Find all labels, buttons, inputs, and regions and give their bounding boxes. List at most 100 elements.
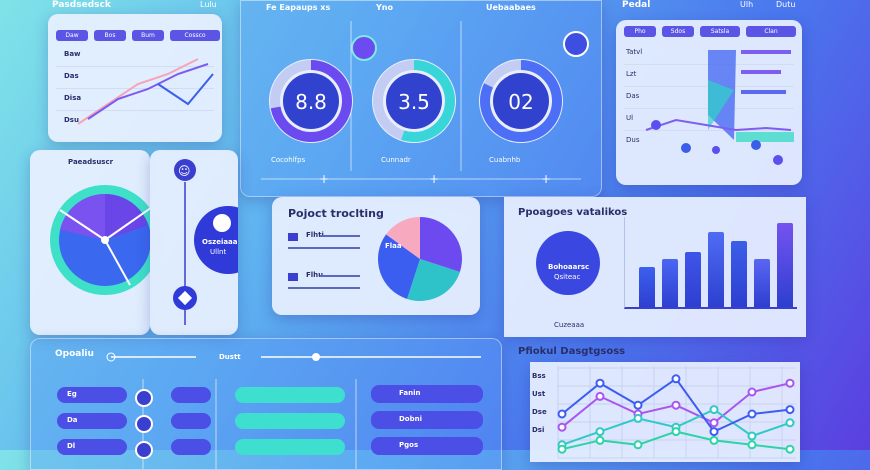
- pie-slice: [386, 217, 420, 259]
- line-point: [747, 387, 757, 397]
- left-table-col-3[interactable]: Bum: [132, 30, 164, 41]
- line-point: [633, 413, 643, 423]
- control-left-pill-2[interactable]: Da: [57, 413, 127, 429]
- right-table-col-2[interactable]: Sdos: [662, 26, 694, 37]
- line-point: [785, 418, 795, 428]
- kpi-value-1: 8.8: [295, 90, 327, 114]
- table-row[interactable]: Ul: [624, 108, 794, 131]
- pie-label: Flaa: [385, 242, 402, 250]
- kpi-label-2: Cunnadr: [381, 156, 411, 164]
- line-point: [709, 418, 719, 428]
- svg-text:+: +: [319, 172, 329, 186]
- control-right-pill-1[interactable]: Fanin: [371, 385, 483, 403]
- table-row[interactable]: Disa: [56, 88, 214, 111]
- project-tracking-panel: Pojoct troclting Flhti Flhu Flaa: [272, 197, 480, 315]
- progress-bar: [639, 267, 655, 307]
- control-left-pill-3[interactable]: Dl: [57, 439, 127, 455]
- control-right-pill-2[interactable]: Dobni: [371, 411, 483, 429]
- progress-badge-caption: Cuzeaaa: [554, 321, 585, 329]
- top-right-title: Pedal: [622, 0, 651, 10]
- radar-gauge[interactable]: [30, 150, 150, 335]
- line-point: [633, 400, 643, 410]
- line-chart[interactable]: [530, 362, 800, 462]
- top-left-tag[interactable]: Lulu: [200, 0, 217, 9]
- progress-bar: [754, 258, 770, 307]
- pie-slice: [378, 234, 420, 299]
- line-point: [785, 444, 795, 454]
- right-table-col-4[interactable]: Clan: [746, 26, 796, 37]
- table-row[interactable]: Baw: [56, 44, 214, 67]
- avatar-icon[interactable]: [213, 214, 231, 232]
- tracking-item-icon: [288, 273, 298, 281]
- right-table-panel: Pho Sdos Satsla Clan Tatvl Lzt Das Ul Du…: [616, 20, 802, 185]
- line-point: [785, 378, 795, 388]
- row-label: Das: [64, 72, 79, 80]
- svg-text:☺: ☺: [178, 164, 191, 178]
- kpi-ring-2[interactable]: 3.5: [241, 1, 601, 196]
- control-radio-icon[interactable]: [135, 415, 153, 433]
- progress-badge-sub: Qsiteac: [554, 273, 581, 281]
- kpi-ring-1[interactable]: 8.8: [241, 1, 601, 196]
- line-chart-y-labels: Bss Ust Dse Dsi: [532, 372, 547, 434]
- kpi-value-2: 3.5: [398, 90, 430, 114]
- circular-title: Paeadsuscr: [68, 158, 114, 166]
- left-table-col-1[interactable]: Daw: [56, 30, 88, 41]
- svg-text:+: +: [541, 172, 551, 186]
- right-table-col-1[interactable]: Pho: [624, 26, 656, 37]
- tracking-item-2[interactable]: Flhu: [306, 271, 324, 279]
- left-table-col-4[interactable]: Cossco: [170, 30, 220, 41]
- left-table-header: Daw Bos Bum Cossco: [56, 30, 220, 41]
- kpi-ring-3[interactable]: 02: [241, 1, 601, 196]
- row-label: Tatvl: [626, 48, 643, 56]
- kpi-tab-3[interactable]: Uebaabaes: [486, 3, 536, 12]
- controls-panel: Opoaliu Dustt Eg Da Dl Fanin Dobni Pgos: [30, 338, 502, 470]
- kpi-label-3: Cuabnhb: [489, 156, 521, 164]
- control-toggle-bar[interactable]: [235, 439, 345, 455]
- tracking-pie-chart[interactable]: [272, 197, 480, 315]
- control-mid-pill[interactable]: [171, 413, 211, 429]
- progress-badge[interactable]: [536, 231, 600, 295]
- line-point: [595, 378, 605, 388]
- line-point: [671, 374, 681, 384]
- right-table-header: Pho Sdos Satsla Clan: [624, 26, 796, 37]
- circular-panel: Paeadsuscr: [30, 150, 150, 335]
- row-label: Das: [626, 92, 640, 100]
- user-panel: ☺ Oszeiaaa Ullnt: [150, 150, 238, 335]
- menu-icon[interactable]: [563, 31, 589, 57]
- table-row[interactable]: Das: [56, 66, 214, 89]
- line-point: [557, 409, 567, 419]
- user-sub: Ullnt: [210, 248, 227, 256]
- line-point: [671, 400, 681, 410]
- control-mid-pill[interactable]: [171, 387, 211, 403]
- right-table-col-3[interactable]: Satsla: [700, 26, 740, 37]
- line-chart-panel: Bss Ust Dse Dsi: [530, 362, 800, 462]
- svg-text:+: +: [429, 172, 439, 186]
- kpi-dividers: + + +: [261, 21, 581, 186]
- controls-title: Opoaliu: [55, 349, 94, 359]
- control-radio-icon[interactable]: [135, 441, 153, 459]
- row-label: Dsu: [64, 116, 79, 124]
- control-right-pill-3[interactable]: Pgos: [371, 437, 483, 455]
- control-toggle-bar[interactable]: [235, 387, 345, 403]
- kpi-tab-2[interactable]: Yno: [376, 3, 393, 12]
- progress-bar: [731, 241, 747, 307]
- table-row[interactable]: Dsu: [56, 110, 214, 132]
- progress-bar: [777, 223, 793, 307]
- table-row[interactable]: Dus: [624, 130, 794, 152]
- left-table-trend-lines: [77, 58, 214, 125]
- control-toggle-bar[interactable]: [235, 413, 345, 429]
- line-point: [557, 444, 567, 454]
- top-right-tag-2[interactable]: Dutu: [776, 0, 796, 9]
- top-left-title: Pasdsedsck: [52, 0, 111, 10]
- kpi-toggle-icon[interactable]: [351, 35, 377, 61]
- left-table-col-2[interactable]: Bos: [94, 30, 126, 41]
- control-mid-pill[interactable]: [171, 439, 211, 455]
- control-radio-icon[interactable]: [135, 389, 153, 407]
- control-left-pill-1[interactable]: Eg: [57, 387, 127, 403]
- row-label: Ul: [626, 114, 634, 122]
- tracking-item-1[interactable]: Flhti: [306, 231, 324, 239]
- top-right-tag-1[interactable]: Ulh: [740, 0, 754, 9]
- progress-bar: [662, 258, 678, 307]
- line-point: [633, 440, 643, 450]
- kpi-tab-1[interactable]: Fe Eapaups xs: [266, 3, 331, 12]
